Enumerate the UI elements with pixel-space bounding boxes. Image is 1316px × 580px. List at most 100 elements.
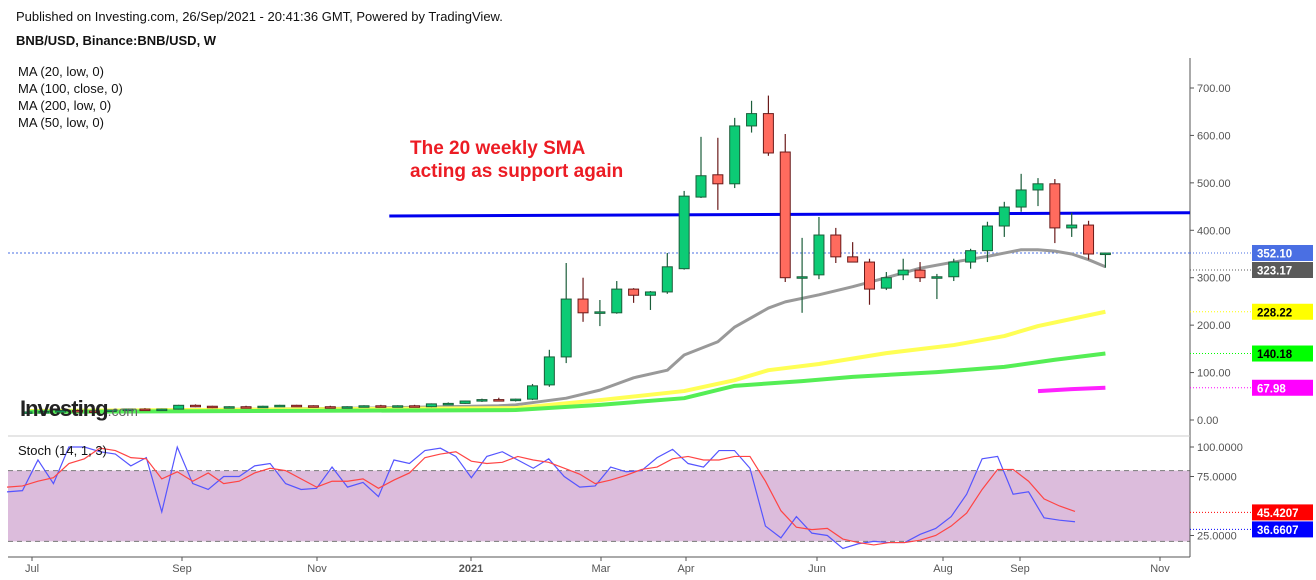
candle-body bbox=[830, 234, 842, 258]
ma-value-label-ma20: 323.17 bbox=[1257, 265, 1292, 277]
candle[interactable] bbox=[156, 408, 168, 412]
candle[interactable] bbox=[611, 281, 623, 314]
candle[interactable] bbox=[847, 242, 859, 263]
candle-body bbox=[611, 288, 623, 314]
candle[interactable] bbox=[493, 397, 505, 402]
candle[interactable] bbox=[948, 258, 960, 282]
indicator-legend-ma50[interactable]: MA (50, low, 0) bbox=[18, 115, 104, 130]
candle[interactable] bbox=[139, 408, 151, 412]
ma-value-label-ma100-bg bbox=[1252, 303, 1313, 320]
candle[interactable] bbox=[914, 262, 926, 282]
price-tick-label: 200.00 bbox=[1197, 320, 1231, 332]
candle-body bbox=[375, 405, 387, 408]
stoch-tick-label: 75.0000 bbox=[1197, 472, 1237, 484]
candle[interactable] bbox=[324, 405, 336, 409]
candle[interactable] bbox=[678, 190, 690, 270]
stoch-legend[interactable]: Stoch (14, 1, 3) bbox=[18, 443, 107, 458]
candle[interactable] bbox=[72, 409, 84, 413]
candle[interactable] bbox=[442, 402, 454, 406]
candle[interactable] bbox=[981, 221, 993, 263]
candle-body bbox=[223, 406, 235, 409]
candle[interactable] bbox=[762, 95, 774, 156]
candle[interactable] bbox=[1099, 252, 1111, 268]
candle[interactable] bbox=[746, 100, 758, 133]
candle[interactable] bbox=[712, 137, 724, 210]
candle-body bbox=[864, 261, 875, 290]
candle-body bbox=[190, 404, 201, 408]
candle[interactable] bbox=[931, 273, 943, 300]
stoch-tick-label: 100.0000 bbox=[1197, 442, 1243, 454]
candle[interactable] bbox=[425, 403, 437, 408]
candle[interactable] bbox=[779, 133, 791, 282]
candle[interactable] bbox=[122, 408, 134, 412]
candle[interactable] bbox=[1032, 178, 1044, 207]
candle[interactable] bbox=[560, 263, 572, 364]
candle[interactable] bbox=[998, 201, 1010, 237]
candle[interactable] bbox=[965, 248, 977, 269]
price-tick-label: 700.00 bbox=[1197, 83, 1231, 95]
candle[interactable] bbox=[695, 136, 707, 199]
candle[interactable] bbox=[274, 404, 286, 408]
ma-value-label-ma50: 67.98 bbox=[1257, 383, 1286, 395]
candle-body bbox=[240, 406, 252, 409]
candle-body bbox=[341, 406, 353, 409]
candle[interactable] bbox=[375, 404, 387, 408]
candle-body bbox=[543, 356, 555, 386]
candle[interactable] bbox=[729, 117, 741, 189]
indicator-legend-ma200[interactable]: MA (200, low, 0) bbox=[18, 98, 112, 113]
candle-body bbox=[38, 410, 50, 414]
candle[interactable] bbox=[257, 405, 269, 409]
candle[interactable] bbox=[577, 277, 589, 322]
candle[interactable] bbox=[206, 405, 218, 409]
candle[interactable] bbox=[240, 405, 252, 409]
candle[interactable] bbox=[527, 383, 538, 401]
candle[interactable] bbox=[459, 400, 471, 404]
candle[interactable] bbox=[190, 404, 201, 408]
candle[interactable] bbox=[644, 290, 656, 310]
candle[interactable] bbox=[510, 398, 522, 402]
candle[interactable] bbox=[594, 300, 606, 327]
candle[interactable] bbox=[476, 398, 488, 402]
last-price-label-bg bbox=[1252, 244, 1313, 261]
candle[interactable] bbox=[796, 237, 808, 313]
indicator-legend-ma20[interactable]: MA (20, low, 0) bbox=[18, 64, 104, 79]
candle[interactable] bbox=[830, 227, 842, 264]
logo-suffix: .com bbox=[107, 403, 138, 419]
candle[interactable] bbox=[1083, 220, 1095, 260]
candle[interactable] bbox=[880, 272, 892, 291]
candle[interactable] bbox=[105, 409, 117, 413]
candle-body bbox=[948, 261, 960, 278]
time-tick-label: Jul bbox=[25, 563, 39, 575]
candle[interactable] bbox=[307, 405, 319, 408]
candle-body bbox=[965, 250, 977, 263]
candle[interactable] bbox=[358, 405, 370, 408]
candle[interactable] bbox=[661, 253, 673, 294]
candle[interactable] bbox=[341, 406, 353, 409]
candle[interactable] bbox=[1066, 212, 1078, 237]
candle[interactable] bbox=[392, 405, 404, 408]
ma-value-label-ma200-bg bbox=[1252, 345, 1313, 362]
candle[interactable] bbox=[813, 216, 825, 280]
candle[interactable] bbox=[409, 404, 421, 408]
candle[interactable] bbox=[88, 410, 100, 413]
candle[interactable] bbox=[864, 258, 875, 305]
candle-body bbox=[72, 410, 84, 413]
candle-body bbox=[813, 234, 825, 276]
time-tick-label: Jun bbox=[808, 563, 826, 575]
ma-value-label-ma100: 228.22 bbox=[1257, 307, 1292, 319]
candle[interactable] bbox=[1015, 173, 1027, 212]
candle[interactable] bbox=[1049, 179, 1061, 244]
candle[interactable] bbox=[543, 349, 555, 387]
last-price-label: 352.10 bbox=[1257, 248, 1292, 260]
candle[interactable] bbox=[628, 288, 640, 303]
candle[interactable] bbox=[38, 410, 50, 414]
candle[interactable] bbox=[21, 411, 33, 414]
indicator-legend-ma100[interactable]: MA (100, close, 0) bbox=[18, 81, 123, 96]
candle-body bbox=[307, 405, 319, 408]
candle[interactable] bbox=[291, 404, 303, 408]
candle[interactable] bbox=[173, 404, 185, 410]
candle[interactable] bbox=[223, 406, 235, 409]
candle[interactable] bbox=[55, 410, 67, 413]
candle[interactable] bbox=[897, 258, 909, 281]
